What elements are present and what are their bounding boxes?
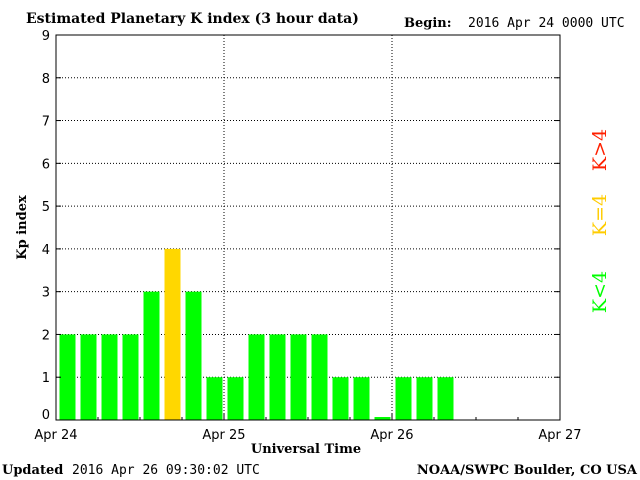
legend-k-less-4: K<4 bbox=[589, 271, 611, 313]
x-tick-label: Apr 26 bbox=[370, 428, 413, 443]
y-tick-label: 6 bbox=[42, 157, 50, 172]
x-tick-label: Apr 27 bbox=[538, 428, 581, 443]
kp-bar bbox=[374, 417, 391, 420]
updated-value: 2016 Apr 26 09:30:02 UTC bbox=[72, 463, 260, 478]
y-axis-label: Kp index bbox=[15, 195, 30, 260]
x-tick-label: Apr 24 bbox=[34, 428, 77, 443]
source-credit: NOAA/SWPC Boulder, CO USA bbox=[417, 463, 638, 478]
x-tick-label: Apr 25 bbox=[202, 428, 245, 443]
y-tick-label: 4 bbox=[42, 243, 50, 258]
kp-bar bbox=[416, 377, 433, 420]
y-tick-label: 8 bbox=[42, 72, 50, 87]
legend-k-greater-4: K>4 bbox=[589, 129, 611, 171]
kp-bar bbox=[80, 334, 97, 420]
x-axis-label: Universal Time bbox=[251, 442, 361, 457]
y-tick-label: 7 bbox=[42, 115, 50, 130]
chart-title: Estimated Planetary K index (3 hour data… bbox=[26, 11, 359, 27]
y-tick-label: 5 bbox=[42, 200, 50, 215]
kp-bar bbox=[143, 291, 160, 420]
kp-bar bbox=[290, 334, 307, 420]
kp-bar bbox=[248, 334, 265, 420]
y-tick-label: 9 bbox=[42, 29, 50, 44]
grid-lines bbox=[56, 35, 560, 420]
kp-bar bbox=[353, 377, 370, 420]
begin-value: 2016 Apr 24 0000 UTC bbox=[468, 16, 625, 31]
updated-label: Updated bbox=[2, 463, 63, 478]
y-ticks: 0 1 2 3 4 5 6 7 8 9 bbox=[42, 29, 560, 423]
kp-bar bbox=[101, 334, 118, 420]
kp-bar bbox=[122, 334, 139, 420]
y-tick-label: 2 bbox=[42, 328, 50, 343]
kp-bar bbox=[332, 377, 349, 420]
x-ticks: Apr 24 Apr 25 Apr 26 Apr 27 bbox=[34, 414, 582, 443]
kp-bar bbox=[227, 377, 244, 420]
kp-bar bbox=[59, 334, 76, 420]
legend-k-equal-4: K=4 bbox=[589, 194, 611, 236]
y-tick-label: 1 bbox=[42, 371, 50, 386]
kp-bar bbox=[206, 377, 223, 420]
kp-bar bbox=[395, 377, 412, 420]
bars-group bbox=[59, 248, 454, 420]
kp-bar bbox=[269, 334, 286, 420]
kp-bar bbox=[185, 291, 202, 420]
begin-label: Begin: bbox=[404, 16, 452, 31]
y-tick-label: 0 bbox=[42, 408, 50, 423]
y-tick-label: 3 bbox=[42, 286, 50, 301]
kp-bar bbox=[164, 248, 181, 420]
kp-bar bbox=[311, 334, 328, 420]
kp-bar bbox=[437, 377, 454, 420]
